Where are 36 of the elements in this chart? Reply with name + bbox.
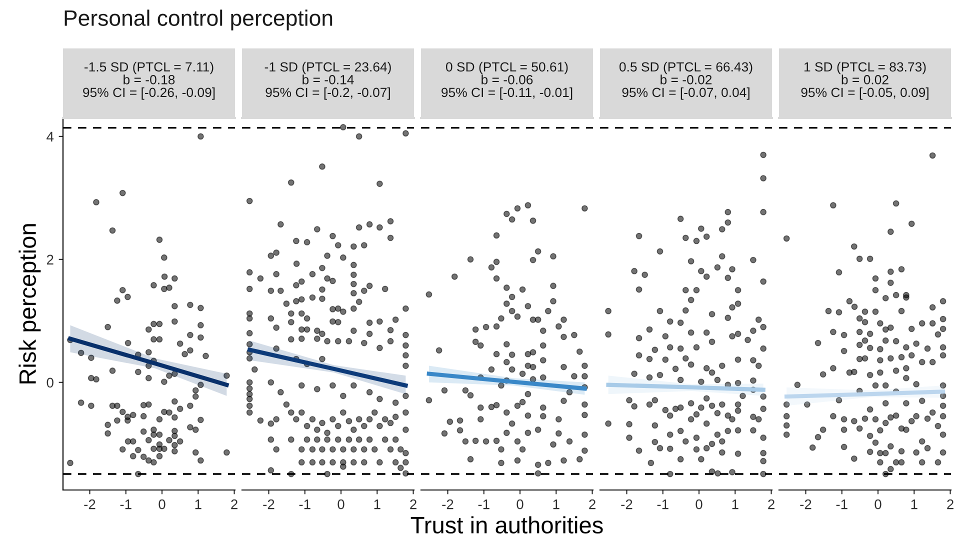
x-tick-label: 2 <box>231 499 238 510</box>
x-tick-label: 2 <box>589 499 596 510</box>
x-tick-label: 1 <box>195 500 202 510</box>
x-tick-label: 2 <box>410 499 416 510</box>
chart-subtitle: 0 SD (PTCL = 50.61) b = -0.06 95% CI = [-0.11, -0.01] <box>442 62 572 100</box>
x-tick-label: 0 <box>696 499 702 510</box>
x-tick-label: -1 <box>299 500 310 510</box>
x-tick-label: 2 <box>947 499 954 510</box>
chart-subtitle: -1.5 SD (PTCL = 7.11) b = -0.18 95% CI = [-0.26, -0.09] <box>83 62 215 100</box>
x-tick-label: 1 <box>553 500 560 510</box>
x-tick-label: -2 <box>84 499 96 510</box>
x-tick-label: 0 <box>338 499 344 510</box>
x-axis-title: Trust in authorities <box>410 516 603 534</box>
chart-subtitle: 1 SD (PTCL = 83.73) b = 0.02 95% CI = [-0.05, 0.09] <box>801 62 928 100</box>
x-tick-label: -1 <box>120 500 132 510</box>
x-tick-label: -1 <box>836 500 848 510</box>
x-tick-label: 1 <box>732 500 738 510</box>
x-tick-label: 0 <box>874 499 882 510</box>
chart-title: Personal control perception <box>64 10 332 30</box>
y-axis-title: Risk perception <box>18 224 41 384</box>
x-tick-label: 2 <box>768 499 774 510</box>
x-tick-label: 0 <box>158 499 166 510</box>
y-tick-label: 0 <box>46 378 54 388</box>
x-tick-label: -2 <box>442 499 454 510</box>
x-tick-label: 1 <box>911 500 918 510</box>
x-tick-label: -2 <box>800 499 812 510</box>
x-tick-label: -1 <box>478 500 490 510</box>
y-tick-label: 4 <box>46 132 54 142</box>
x-tick-label: -1 <box>657 500 668 510</box>
x-tick-label: 1 <box>374 500 380 510</box>
chart-subtitle: 0.5 SD (PTCL = 66.43) b = -0.02 95% CI = [-0.07, 0.04] <box>619 62 752 100</box>
x-tick-label: -2 <box>263 499 274 510</box>
x-tick-label: 0 <box>516 499 524 510</box>
y-tick-label: 2 <box>46 254 54 264</box>
chart-subtitle: -1 SD (PTCL = 23.64) b = -0.14 95% CI = [-0.2, -0.07] <box>264 62 391 100</box>
x-tick-label: -2 <box>621 499 632 510</box>
